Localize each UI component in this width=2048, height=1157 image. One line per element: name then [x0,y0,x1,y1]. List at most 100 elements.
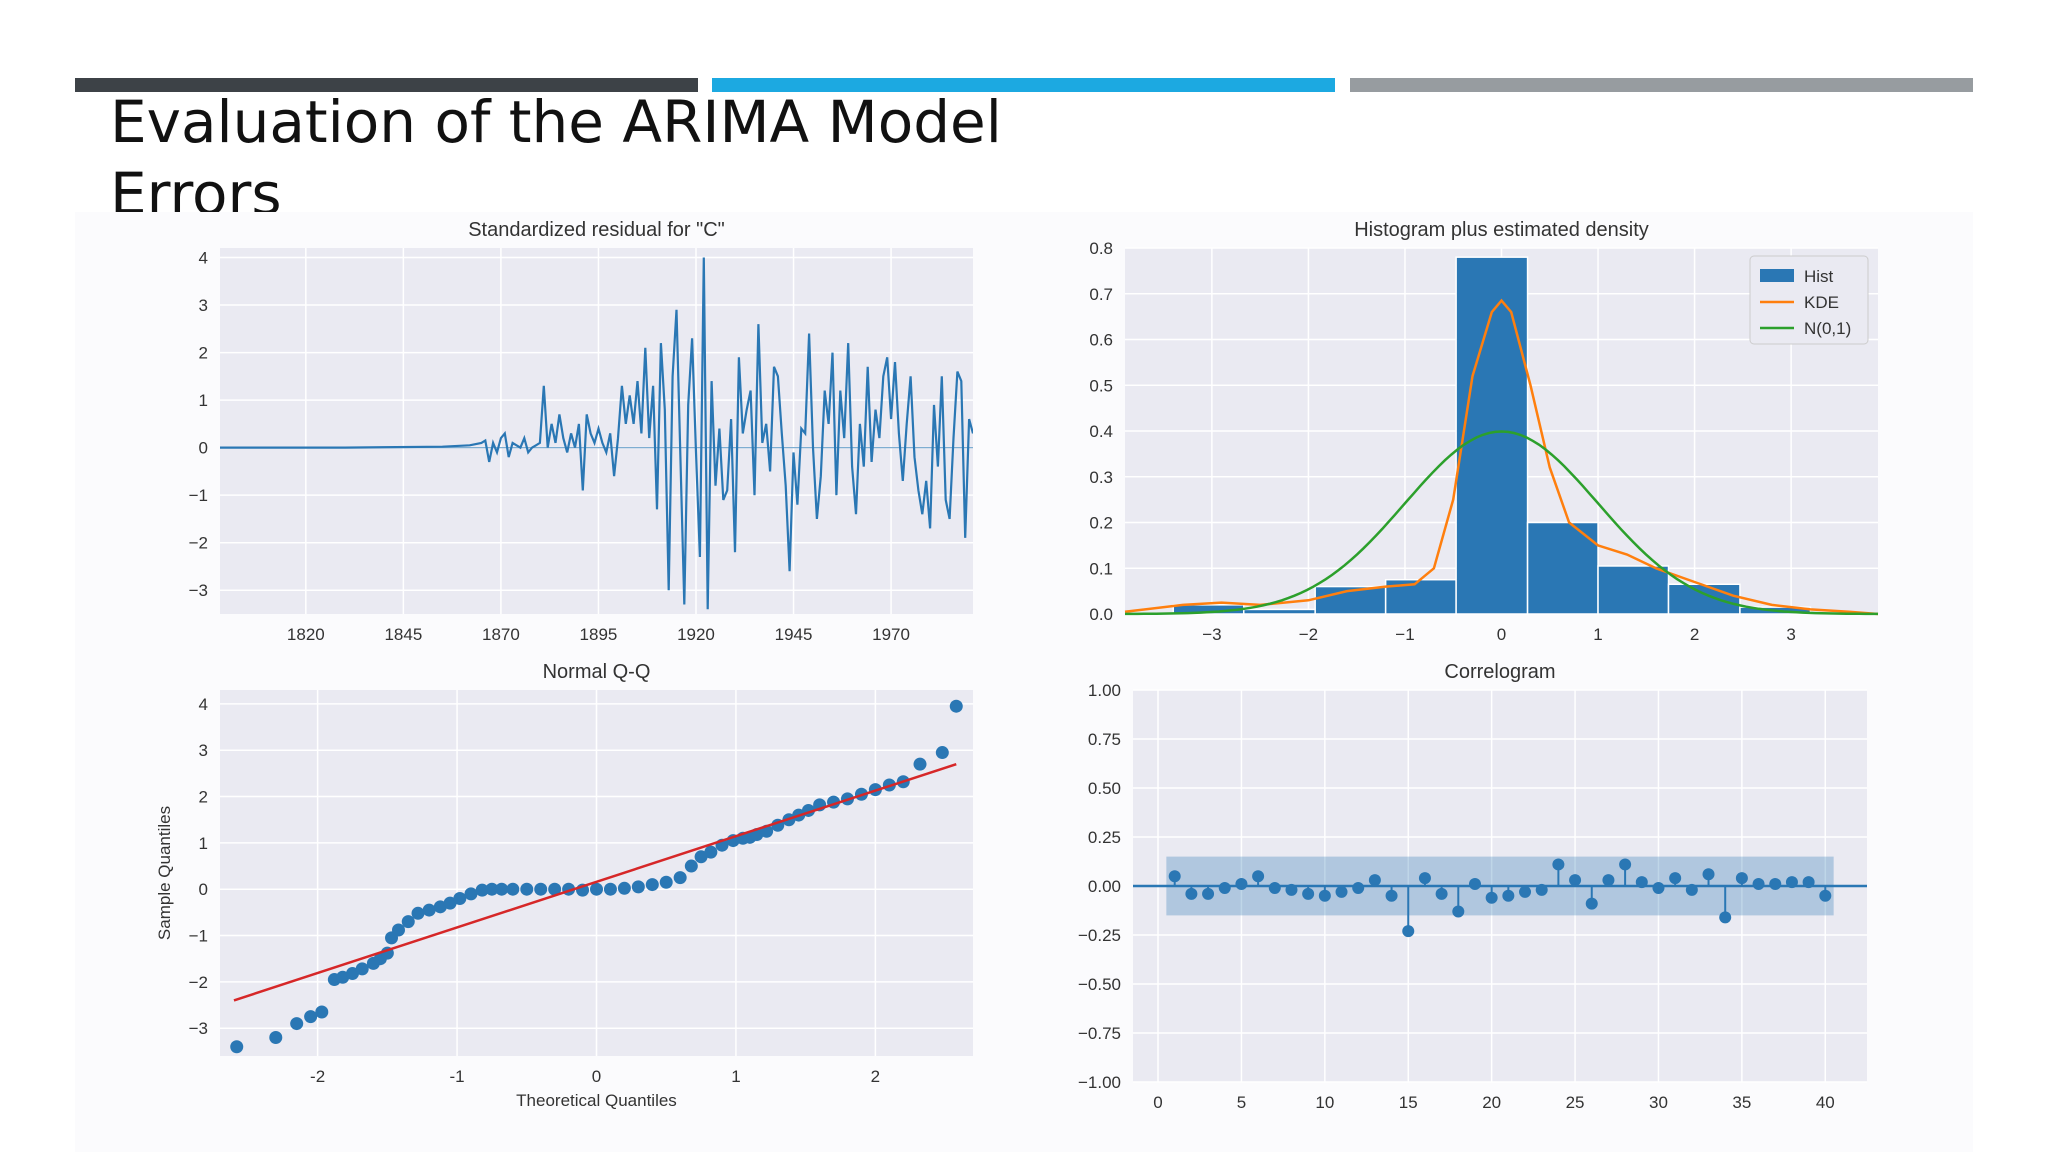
acf-marker [1535,883,1548,896]
acf-marker [1702,868,1715,881]
qq-point [315,1005,329,1019]
qq-point [617,881,631,895]
acf-marker [1719,911,1732,924]
acf-marker [1569,874,1582,887]
chart-title: Normal Q-Q [543,661,651,683]
x-tick-label: 25 [1566,1093,1585,1112]
qq-point [949,699,963,713]
legend-swatch [1760,269,1794,282]
acf-marker [1769,878,1782,891]
qq-point [659,875,673,889]
chart-title: Correlogram [1444,661,1555,683]
acf-marker [1435,887,1448,900]
acf-marker [1785,876,1798,889]
x-tick-label: -2 [310,1067,325,1086]
y-tick-label: 0.5 [1089,376,1113,395]
x-tick-label: −2 [1299,625,1318,644]
accent-bar-blue [712,78,1335,92]
x-tick-label: 0 [592,1067,601,1086]
acf-marker [1218,881,1231,894]
diagnostics-svg: Standardized residual for "C" 1820 1845 187… [155,219,1879,1112]
acf-marker [1168,870,1181,883]
x-tick-label: 30 [1649,1093,1668,1112]
chart-title: Histogram plus estimated density [1354,219,1649,241]
acf-marker [1752,878,1765,891]
x-tick-label: 0 [1153,1093,1162,1112]
slide-title: Evaluation of the ARIMA Model Errors [110,88,1002,212]
qq-point [443,896,457,910]
y-tick-label: 1 [199,834,208,853]
acf-marker [1202,887,1215,900]
acf-marker [1402,925,1415,938]
acf-marker [1335,885,1348,898]
y-tick-label: 2 [199,788,208,807]
y-tick-label: 0.8 [1089,239,1113,258]
qq-point [645,878,659,892]
x-tick-label: 2 [1690,625,1699,644]
y-tick-label: −0.50 [1078,975,1121,994]
y-tick-label: 0.00 [1088,877,1121,896]
acf-marker [1302,887,1315,900]
qq-point [495,882,509,896]
x-tick-label: -1 [449,1067,464,1086]
x-tick-label: 1820 [287,625,325,644]
x-tick-label: 15 [1399,1093,1418,1112]
legend-kde-entry: KDE [1804,293,1839,312]
x-tick-label: −1 [1395,625,1414,644]
qq-point [411,906,425,920]
x-tick-label: 3 [1786,625,1795,644]
x-tick-label: 1870 [482,625,520,644]
legend-hist-entry: Hist [1804,267,1834,286]
qq-point [548,882,562,896]
acf-marker [1352,881,1365,894]
qq-point [475,883,489,897]
qq-point [673,871,687,885]
qq-point [355,962,369,976]
y-tick-label: 0.3 [1089,468,1113,487]
acf-marker [1368,874,1381,887]
qq-point [433,900,447,914]
acf-marker [1252,870,1265,883]
y-tick-label: −3 [189,1019,208,1038]
legend-normal-entry: N(0,1) [1804,319,1851,338]
x-tick-label: 1 [731,1067,740,1086]
y-tick-label: −1.00 [1078,1073,1121,1092]
qq-point [290,1017,304,1031]
panel-1: Standardized residual for "C" 1820 1845 187… [189,219,973,644]
x-tick-label: 5 [1237,1093,1246,1112]
qq-point [520,882,534,896]
x-tick-label: 20 [1482,1093,1501,1112]
y-tick-label: −3 [189,581,208,600]
y-tick-label: 0.2 [1089,514,1113,533]
y-tick-label: 0.75 [1088,730,1121,749]
y-tick-label: 4 [199,695,208,714]
histogram-bar [1455,256,1529,615]
y-tick-label: 2 [199,344,208,363]
x-tick-label: 1895 [580,625,618,644]
panel-4: Correlogram 0 5 10 15 20 25 30 35 40 −1.00 −0.75 −0.… [1078,661,1867,1112]
histogram-bar [1242,608,1316,615]
y-tick-label: 4 [199,249,208,268]
acf-marker [1235,878,1248,891]
reference-line [233,762,957,1002]
qq-point [269,1030,283,1044]
qq-point [391,923,405,937]
qq-point [230,1040,244,1054]
acf-marker [1418,872,1431,885]
qq-point [603,882,617,896]
y-tick-label: 0.1 [1089,559,1113,578]
x-tick-label: 40 [1816,1093,1835,1112]
x-axis-label: Theoretical Quantiles [516,1091,677,1110]
diagnostics-figure: Standardized residual for "C" 1820 1845 187… [75,212,1973,1152]
acf-marker [1519,885,1532,898]
histogram-bar [1526,521,1599,615]
x-tick-label: −3 [1202,625,1221,644]
acf-marker [1669,872,1682,885]
acf-marker [1318,889,1331,902]
acf-marker [1552,858,1565,871]
qq-point [401,915,415,929]
x-tick-label: 0 [1497,625,1506,644]
qq-point [590,882,603,896]
y-axis-label: Sample Quantiles [155,806,174,940]
qq-point [684,859,698,873]
